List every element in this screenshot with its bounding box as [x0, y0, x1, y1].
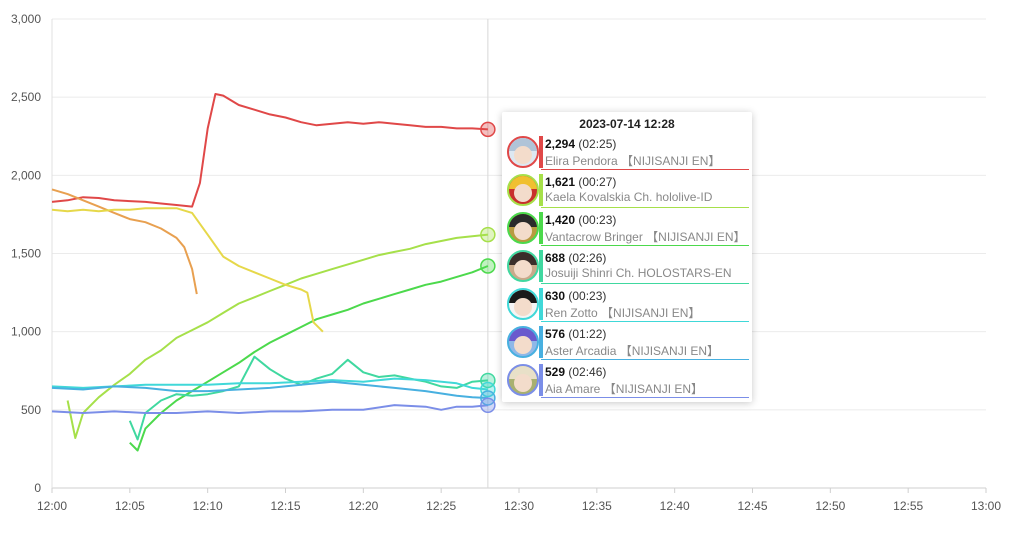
- hover-point-1: [480, 121, 496, 138]
- y-tick-label: 500: [21, 403, 41, 417]
- series-color-marker: [539, 174, 543, 206]
- series-line-6: [51, 380, 488, 399]
- viewer-count: 688: [545, 251, 566, 265]
- tooltip-row: 1,420 (00:23) Vantacrow Bringer 【NIJISANJ…: [505, 210, 749, 248]
- tooltip-value: 688 (02:26): [545, 251, 606, 265]
- avatar: [507, 326, 539, 358]
- series-lines: [51, 93, 489, 452]
- tooltip-value: 2,294 (02:25): [545, 137, 616, 151]
- row-underline: [541, 245, 749, 246]
- channel-name: Vantacrow Bringer 【NIJISANJI EN】: [545, 230, 746, 244]
- x-tick-label: 12:45: [737, 499, 767, 513]
- series-color-marker: [539, 212, 543, 244]
- tooltip-value: 1,621 (00:27): [545, 175, 616, 189]
- tooltip-row: 1,621 (00:27) Kaela Kovalskia Ch. hololiv…: [505, 172, 749, 210]
- stream-duration: (00:23): [578, 213, 617, 227]
- x-tick-label: 12:40: [660, 499, 690, 513]
- tooltip-row: 630 (00:23) Ren Zotto 【NIJISANJI EN】: [505, 286, 749, 324]
- x-tick-label: 12:30: [504, 499, 534, 513]
- series-line-2: [66, 233, 489, 439]
- x-tick-label: 12:10: [193, 499, 223, 513]
- stream-duration: (00:27): [578, 175, 617, 189]
- x-tick-label: 12:15: [270, 499, 300, 513]
- row-underline: [541, 397, 749, 398]
- series-color-marker: [539, 250, 543, 282]
- hover-tooltip: 2023-07-14 12:28 2,294 (02:25) Elira Pend…: [502, 112, 752, 402]
- row-underline: [541, 321, 749, 322]
- hover-point-2: [480, 226, 496, 243]
- tooltip-row: 576 (01:22) Aster Arcadia 【NIJISANJI EN】: [505, 324, 749, 362]
- viewer-count: 576: [545, 327, 566, 341]
- avatar: [507, 136, 539, 168]
- tooltip-value: 529 (02:46): [545, 365, 606, 379]
- x-tick-label: 12:55: [893, 499, 923, 513]
- tooltip-value: 576 (01:22): [545, 327, 606, 341]
- stream-duration: (00:23): [568, 289, 607, 303]
- stream-duration: (02:26): [568, 251, 607, 265]
- avatar: [507, 212, 539, 244]
- viewer-count: 630: [545, 289, 566, 303]
- channel-name: Ren Zotto 【NIJISANJI EN】: [545, 306, 701, 320]
- avatar: [507, 174, 539, 206]
- x-tick-label: 12:20: [348, 499, 378, 513]
- x-tick-label: 12:00: [37, 499, 67, 513]
- tooltip-value: 630 (00:23): [545, 289, 606, 303]
- stream-duration: (01:22): [568, 327, 607, 341]
- series-color-marker: [539, 326, 543, 358]
- channel-name: Elira Pendora 【NIJISANJI EN】: [545, 154, 721, 168]
- x-tick-label: 12:50: [815, 499, 845, 513]
- avatar: [507, 250, 539, 282]
- avatar: [507, 364, 539, 396]
- row-underline: [541, 359, 749, 360]
- x-tick-label: 12:35: [582, 499, 612, 513]
- tooltip-rows: 2,294 (02:25) Elira Pendora 【NIJISANJI EN…: [502, 134, 752, 400]
- y-tick-label: 1,000: [11, 325, 41, 339]
- series-line-3: [129, 265, 489, 452]
- viewer-count: 529: [545, 365, 566, 379]
- x-axis-ticks: 12:00 12:05 12:10 12:15 12:20 12:25 12:30 12:35…: [37, 488, 1001, 513]
- series-line-5: [51, 377, 489, 391]
- viewer-count: 1,621: [545, 175, 576, 189]
- hover-point-7: [480, 397, 496, 414]
- channel-name: Kaela Kovalskia Ch. hololive-ID: [545, 190, 713, 204]
- y-tick-label: 2,000: [11, 168, 41, 182]
- y-tick-label: 2,500: [11, 90, 41, 104]
- hover-point-3: [480, 258, 496, 274]
- tooltip-value: 1,420 (00:23): [545, 213, 616, 227]
- series-color-marker: [539, 136, 543, 168]
- stream-duration: (02:25): [578, 137, 617, 151]
- tooltip-row: 688 (02:26) Josuiji Shinri Ch. HOLOSTARS-…: [505, 248, 749, 286]
- channel-name: Aster Arcadia 【NIJISANJI EN】: [545, 344, 720, 358]
- avatar: [507, 288, 539, 320]
- hover-point-5: [480, 381, 496, 398]
- x-tick-label: 12:25: [426, 499, 456, 513]
- series-line-9: [51, 207, 324, 333]
- row-underline: [541, 283, 749, 284]
- viewer-count: 1,420: [545, 213, 576, 227]
- series-line-4: [128, 355, 488, 441]
- row-underline: [541, 207, 749, 208]
- y-tick-label: 3,000: [11, 12, 41, 26]
- row-underline: [541, 169, 749, 170]
- series-line-8: [51, 188, 198, 295]
- y-tick-label: 1,500: [11, 247, 41, 261]
- tooltip-row: 529 (02:46) Aia Amare 【NIJISANJI EN】: [505, 362, 749, 400]
- y-tick-label: 0: [34, 481, 41, 495]
- stream-duration: (02:46): [568, 365, 607, 379]
- viewer-count: 2,294: [545, 137, 576, 151]
- x-tick-label: 12:05: [115, 499, 145, 513]
- series-color-marker: [539, 288, 543, 320]
- x-tick-label: 13:00: [971, 499, 1001, 513]
- channel-name: Josuiji Shinri Ch. HOLOSTARS-EN: [545, 266, 732, 280]
- series-color-marker: [539, 364, 543, 396]
- tooltip-title: 2023-07-14 12:28: [579, 117, 675, 131]
- hover-markers: [480, 121, 496, 414]
- series-line-1: [51, 93, 488, 208]
- y-axis-ticks: 0 500 1,000 1,500 2,000 2,500 3,000: [11, 12, 41, 495]
- tooltip-row: 2,294 (02:25) Elira Pendora 【NIJISANJI EN…: [505, 134, 749, 172]
- channel-name: Aia Amare 【NIJISANJI EN】: [545, 382, 704, 396]
- series-line-7: [51, 404, 488, 414]
